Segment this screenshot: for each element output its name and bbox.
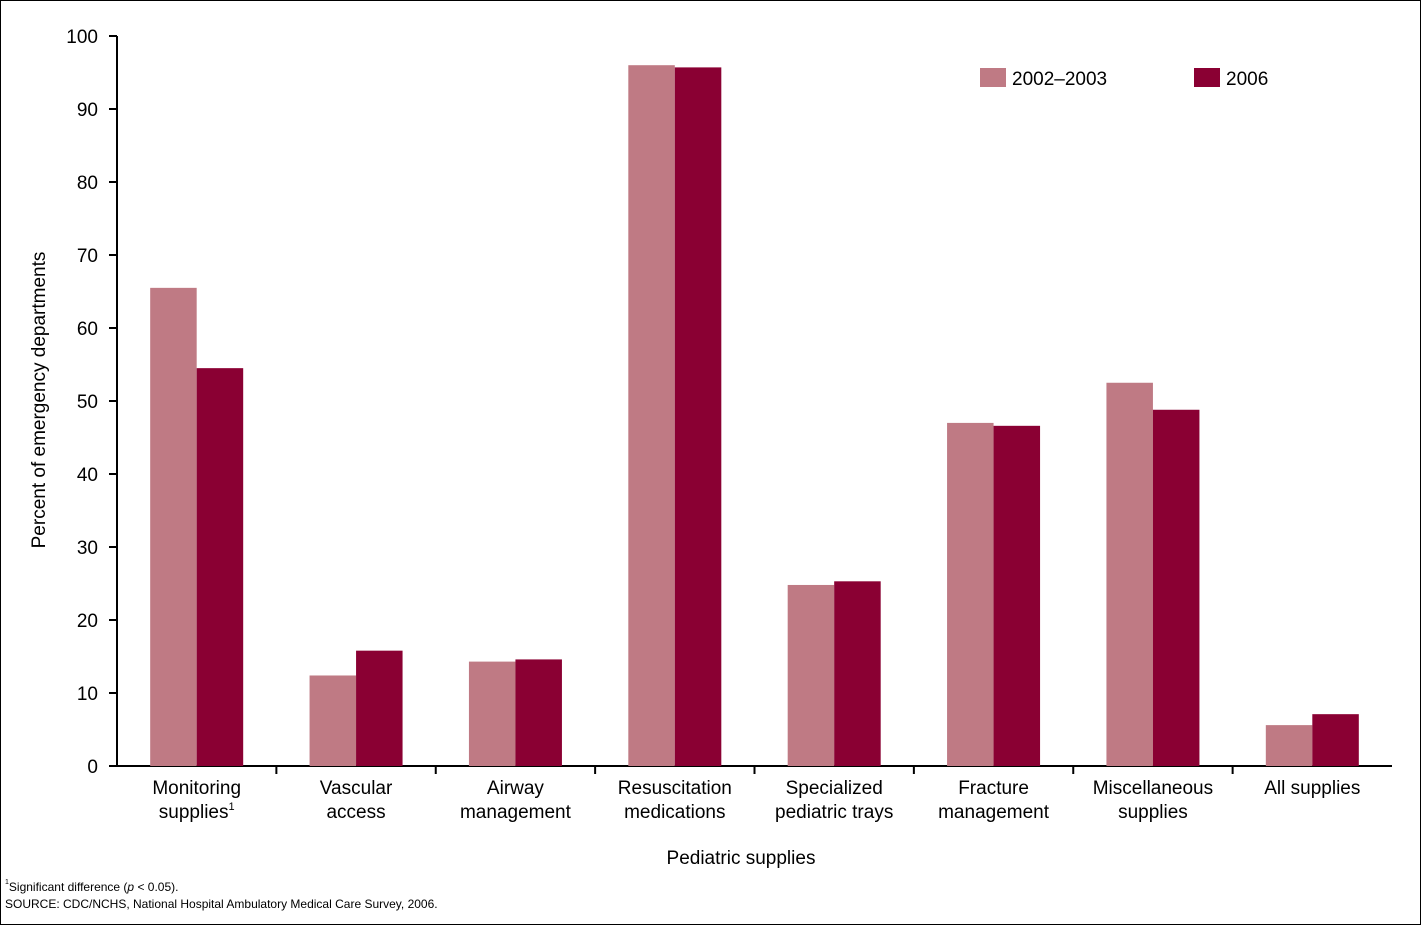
footnote-p: p (127, 880, 135, 894)
y-tick-label: 60 (77, 319, 98, 340)
category-label: Resuscitation medications (618, 778, 732, 823)
bar-2002–2003-7 (1265, 725, 1313, 766)
legend-swatch (980, 68, 1006, 87)
footnote-text-post: < 0.05). (134, 880, 179, 894)
x-axis-title: Pediatric supplies (667, 848, 816, 869)
x-axis (109, 765, 1392, 774)
bar-2006-4 (834, 581, 881, 766)
significance-footnote: 1Significant difference (p < 0.05). (5, 879, 179, 894)
category-label-line: Resuscitation (618, 778, 732, 799)
y-tick-label: 80 (77, 173, 98, 194)
category-label-line: Miscellaneous (1093, 778, 1213, 799)
y-tick-label: 40 (77, 465, 98, 486)
legend: 2002–2003 2006 (980, 68, 1268, 90)
y-axis-title: Percent of emergency departments (29, 252, 50, 549)
category-label: All supplies (1264, 778, 1360, 799)
category-label-line: supplies (159, 802, 229, 823)
y-tick-label: 70 (77, 246, 98, 267)
category-label-line: Monitoring (152, 778, 241, 799)
bar-2002–2003-3 (628, 65, 675, 766)
legend-label: 2006 (1226, 69, 1268, 90)
category-label-line: management (460, 802, 572, 823)
footnote-text-pre: Significant difference ( (8, 880, 128, 894)
y-tick-label: 20 (77, 611, 98, 632)
bar-2006-0 (196, 368, 244, 766)
bar-2002–2003-6 (1106, 382, 1153, 766)
bars (150, 65, 1359, 766)
bar-2002–2003-5 (947, 422, 994, 766)
legend-swatch (1194, 68, 1220, 87)
y-axis: 0 10 20 30 40 50 60 70 80 90 100 (66, 27, 118, 778)
category-label-line: All supplies (1264, 778, 1360, 799)
category-label-line: medications (624, 802, 725, 823)
footnote-mark: 1 (5, 879, 9, 886)
category-label: Fracture management (938, 778, 1050, 823)
category-label: Miscellaneous supplies (1093, 778, 1213, 823)
bar-2006-6 (1152, 409, 1200, 766)
legend-label: 2002–2003 (1012, 69, 1107, 90)
bar-2002–2003-2 (468, 661, 516, 766)
category-label-line: supplies (1118, 802, 1188, 823)
category-label: Vascular access (320, 778, 393, 823)
y-tick-label: 0 (87, 757, 98, 778)
bar-2006-7 (1312, 714, 1359, 766)
y-tick-label: 90 (77, 100, 98, 121)
bar-2002–2003-4 (787, 584, 835, 766)
bar-2006-5 (993, 425, 1041, 766)
category-label-line: Specialized (786, 778, 883, 799)
y-tick-label: 100 (66, 27, 98, 48)
category-label: Monitoring supplies1 (152, 778, 241, 823)
category-label-line: management (938, 802, 1050, 823)
category-label-line: Airway (487, 778, 545, 799)
y-tick-label: 10 (77, 684, 98, 705)
y-tick-label: 50 (77, 392, 98, 413)
bar-2006-3 (674, 67, 722, 766)
y-tick-label: 30 (77, 538, 98, 559)
category-label: Airway management (460, 778, 572, 823)
category-label-line: access (326, 802, 385, 823)
category-footnote-mark: 1 (228, 801, 234, 813)
category-label-line: pediatric trays (775, 802, 893, 823)
bar-2006-2 (515, 659, 562, 766)
bar-2002–2003-1 (309, 675, 357, 766)
category-label: Specialized pediatric trays (775, 778, 893, 823)
category-label-line: Vascular (320, 778, 393, 799)
bar-2002–2003-0 (150, 287, 197, 766)
source-note: SOURCE: CDC/NCHS, National Hospital Ambu… (5, 897, 438, 911)
bar-2006-1 (356, 650, 403, 766)
category-label-line: Fracture (958, 778, 1029, 799)
